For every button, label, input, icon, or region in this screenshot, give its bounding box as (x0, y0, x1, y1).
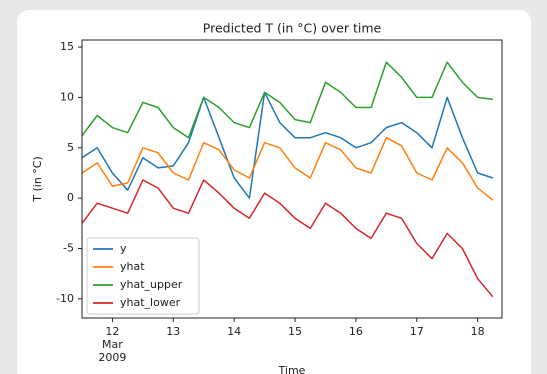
legend-label: yhat (120, 260, 145, 273)
legend-label: y (120, 242, 127, 255)
x-tick-label: 18 (471, 325, 485, 338)
series-line (81, 179, 494, 298)
x-tick-year: 2009 (98, 351, 126, 364)
x-tick-label: 13 (166, 325, 180, 338)
series-line (81, 61, 493, 139)
y-tick-label: -5 (63, 242, 74, 255)
legend-label: yhat_upper (120, 278, 183, 291)
x-tick-label: 15 (288, 325, 302, 338)
y-tick-label: 10 (60, 90, 74, 103)
x-tick-month: Mar (102, 338, 123, 351)
x-tick-label: 17 (410, 325, 424, 338)
y-axis-label: T (in °C) (31, 156, 44, 203)
legend-label: yhat_lower (120, 296, 181, 309)
x-axis-label: Time (278, 364, 306, 374)
series-line (81, 136, 494, 201)
legend-box (86, 237, 200, 315)
y-tick-label: -10 (56, 292, 74, 305)
chart-title: Predicted T (in °C) over time (203, 21, 382, 36)
y-tick-label: 15 (60, 40, 74, 53)
plot-frame (81, 39, 503, 319)
x-tick-label: 12 (105, 325, 119, 338)
series-line (81, 91, 494, 199)
card (17, 10, 531, 374)
x-tick-label: 14 (227, 325, 241, 338)
y-tick-label: 0 (67, 191, 74, 204)
x-tick-label: 16 (349, 325, 363, 338)
y-tick-label: 5 (67, 141, 74, 154)
